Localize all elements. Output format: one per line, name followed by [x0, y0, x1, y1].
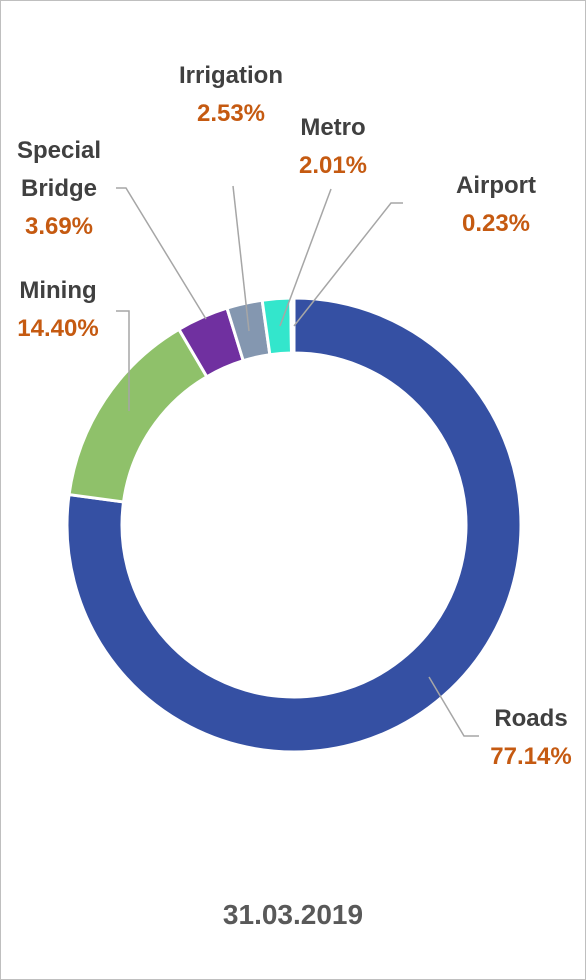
value-label: 2.01% [298, 152, 368, 179]
value-label: 0.23% [461, 210, 531, 237]
value-label: 3.69% [24, 213, 94, 240]
value-label: 2.53% [196, 100, 266, 127]
leader-line [293, 202, 403, 327]
donut-slice [65, 296, 523, 754]
slice-label: Airport [456, 172, 536, 199]
chart-title: 31.03.2019 [222, 899, 364, 930]
slice-label: Mining [19, 277, 97, 304]
leader-line [232, 185, 250, 332]
leader-line [116, 310, 130, 411]
donut-slice [67, 327, 209, 504]
leader-line [279, 188, 332, 327]
value-label: 14.40% [17, 315, 99, 342]
slice-label: Roads [494, 705, 568, 732]
leader-line [116, 187, 207, 320]
value-label: 77.14% [490, 743, 572, 770]
slice-label: Metro [300, 114, 366, 141]
leader-line [428, 676, 479, 737]
slice-label: Irrigation [178, 62, 283, 89]
slice-label: Special Bridge [16, 137, 102, 202]
leader-lines [116, 185, 479, 737]
donut-slice [289, 296, 296, 355]
